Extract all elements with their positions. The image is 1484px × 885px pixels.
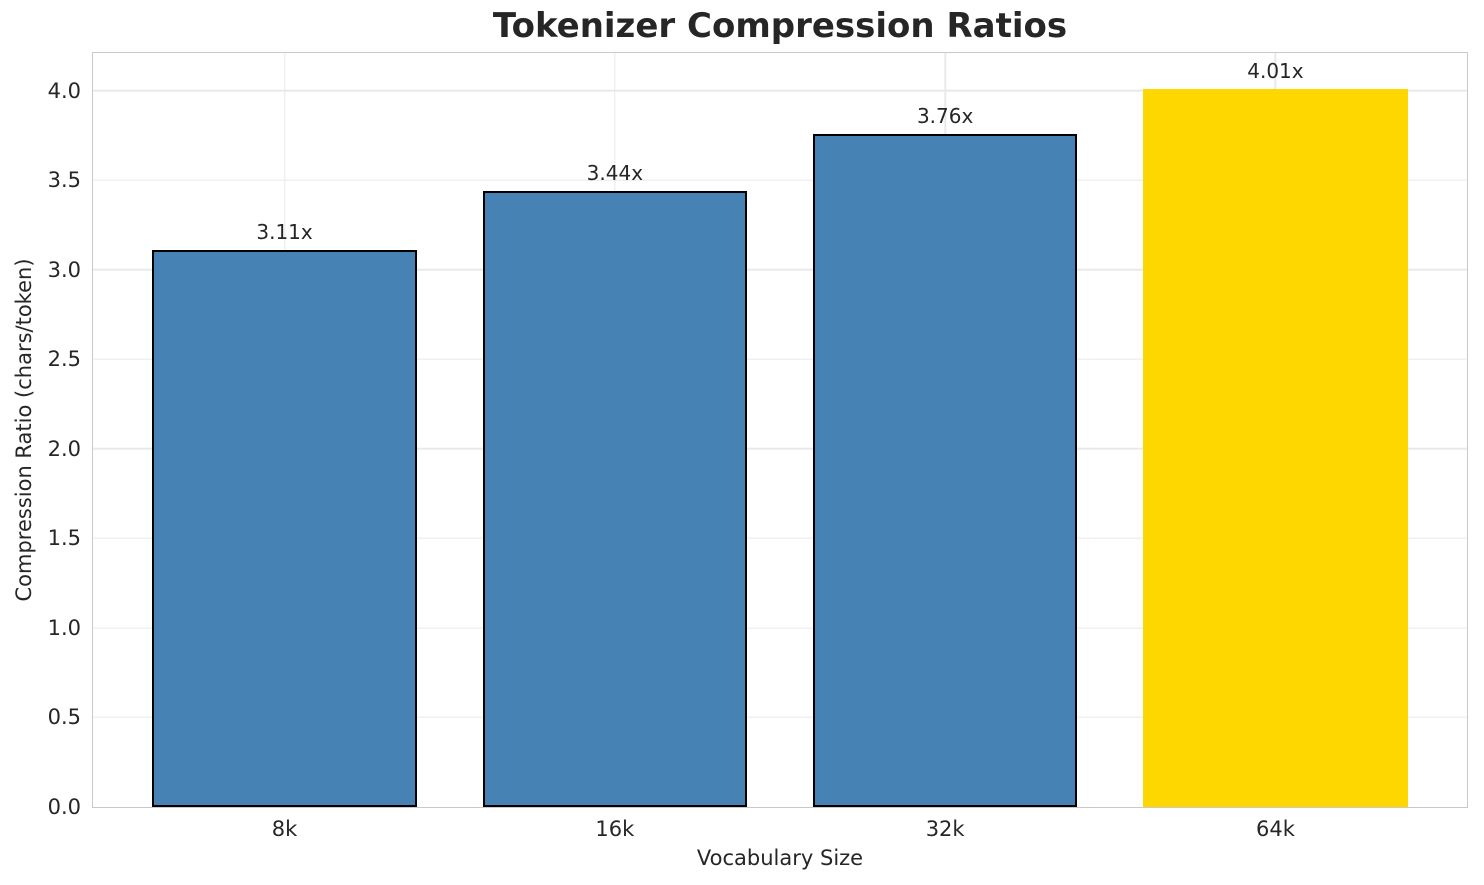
y-tick-label: 2.5 [47, 347, 81, 372]
y-axis-label: Compression Ratio (chars/token) [12, 258, 36, 602]
bar-value-label: 3.76x [916, 103, 974, 128]
bar-value-label: 3.44x [586, 160, 644, 185]
gridline-horizontal [93, 537, 1467, 540]
bar-32k [813, 133, 1078, 807]
y-tick-label: 2.0 [47, 436, 81, 461]
bar-value-label: 3.11x [256, 220, 313, 245]
y-tick-label: 0.5 [47, 705, 81, 730]
x-axis-label: Vocabulary Size [696, 846, 864, 870]
gridline-horizontal [93, 179, 1467, 181]
y-tick-label: 1.0 [47, 615, 81, 640]
y-tick-label: 4.0 [47, 78, 81, 103]
x-tick-label: 32k [925, 817, 965, 841]
gridline-horizontal [93, 358, 1467, 360]
gridline-horizontal [93, 716, 1467, 719]
bar-16k [482, 190, 747, 807]
y-tick-label: 3.5 [47, 168, 81, 193]
bar-8k [152, 250, 417, 807]
y-tick-label: 3.0 [47, 257, 81, 282]
chart-title: Tokenizer Compression Ratios [492, 6, 1068, 46]
x-tick-label: 16k [595, 817, 635, 841]
bar-64k [1143, 88, 1408, 807]
plot-area: 0.0 0.5 1.0 1.5 2.0 2.5 3.0 3.5 4.0 3.11x 8k 3.44x 1… [48, 52, 1468, 841]
gridline-horizontal [93, 269, 1467, 271]
gridline-horizontal [93, 89, 1467, 92]
y-tick-label: 1.5 [47, 526, 81, 551]
bar-value-label: 4.01x [1247, 58, 1304, 83]
x-tick-label: 8k [271, 817, 298, 841]
gridline-horizontal [93, 627, 1467, 629]
x-tick-label: 64k [1255, 817, 1295, 841]
y-tick-label: 0.0 [47, 795, 81, 819]
gridline-horizontal [93, 448, 1467, 450]
